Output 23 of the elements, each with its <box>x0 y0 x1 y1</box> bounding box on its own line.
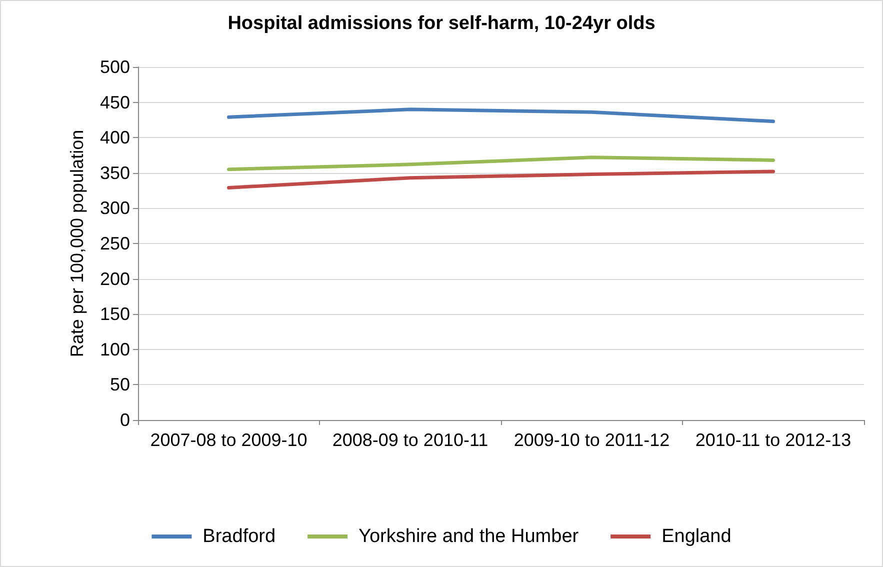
y-tick-label: 450 <box>100 92 130 112</box>
y-tick-label: 500 <box>100 57 130 77</box>
chart-title: Hospital admissions for self-harm, 10-24yr olds <box>228 13 656 34</box>
legend-label: Yorkshire and the Humber <box>358 526 580 547</box>
line-series <box>227 156 775 172</box>
x-tick-label: 2009-10 to 2011-12 <box>514 430 670 450</box>
y-tick-label: 250 <box>100 234 130 254</box>
y-tick-label: 300 <box>100 198 130 218</box>
legend-label: Bradford <box>202 526 276 547</box>
line-series <box>227 170 775 190</box>
line-series <box>227 108 775 124</box>
y-tick-label: 350 <box>100 162 130 183</box>
x-tick-label: 2008-09 to 2010-11 <box>332 430 488 450</box>
x-tick-label: 2010-11 to 2012-13 <box>695 430 852 450</box>
legend-label: England <box>662 526 732 547</box>
y-tick-label: 400 <box>100 128 130 148</box>
y-axis-title: Rate per 100,000 population <box>67 130 87 358</box>
y-tick-label: 200 <box>100 268 130 289</box>
x-tick-label: 2007-08 to 2009-10 <box>150 430 308 450</box>
y-tick-label: 0 <box>120 410 130 430</box>
y-tick-label: 150 <box>100 304 130 324</box>
y-tick-label: 100 <box>100 339 130 360</box>
y-tick-label: 50 <box>110 374 130 395</box>
